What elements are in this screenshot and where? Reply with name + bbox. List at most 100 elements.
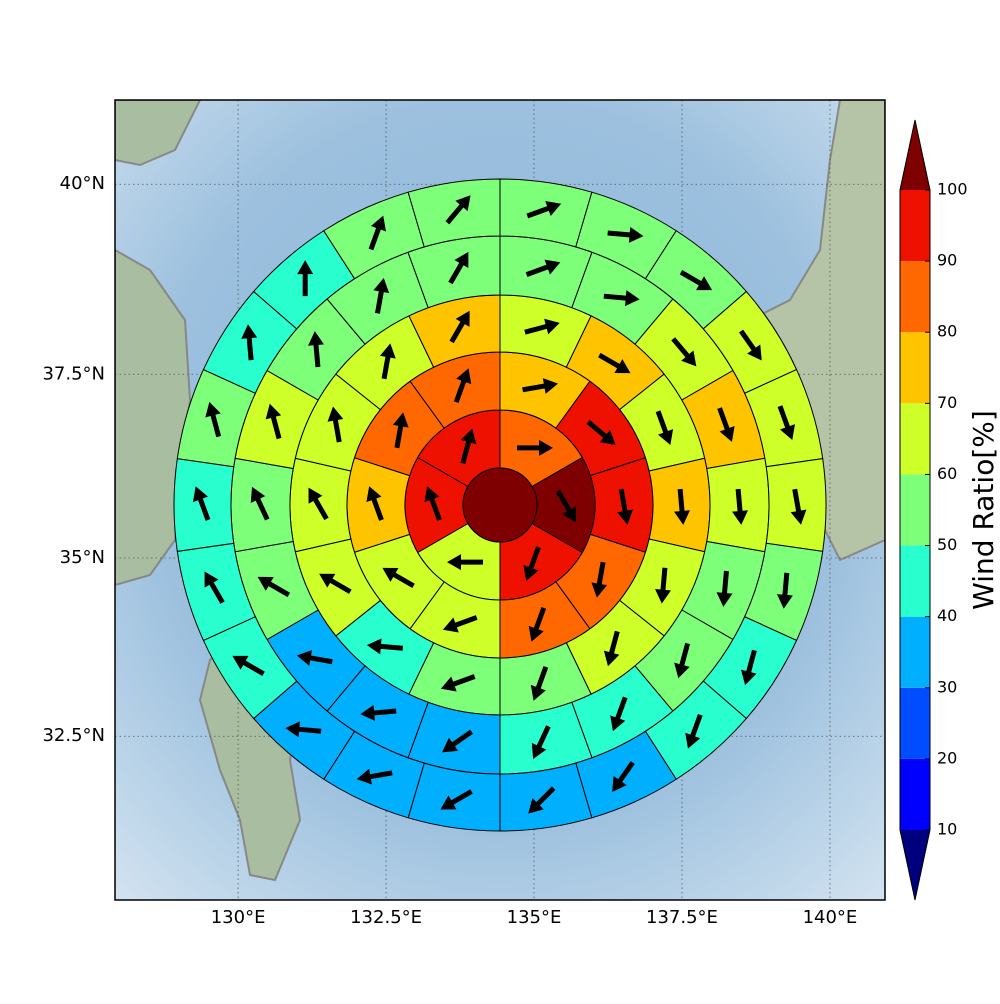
wind-arrow bbox=[531, 725, 551, 759]
wind-arrow bbox=[366, 486, 384, 521]
wind-arrow bbox=[655, 567, 671, 604]
arrows bbox=[192, 195, 807, 814]
wind-arrow bbox=[524, 318, 560, 335]
y-tick-label: 32.5°N bbox=[42, 725, 105, 746]
wind-arrow bbox=[232, 655, 265, 677]
colorbar-band bbox=[900, 403, 930, 475]
sector-plot bbox=[173, 178, 827, 832]
wind-arrow bbox=[356, 768, 393, 785]
wind-arrow bbox=[308, 487, 329, 521]
wind-arrow bbox=[523, 546, 541, 581]
colorbar-tick-label: 100 bbox=[937, 180, 968, 199]
y-tick-label: 37.5°N bbox=[42, 363, 105, 384]
colorbar-tick-label: 80 bbox=[937, 322, 957, 341]
wind-arrow bbox=[586, 419, 616, 445]
wind-arrow bbox=[685, 713, 703, 749]
wind-arrow bbox=[368, 215, 386, 251]
wind-arrow bbox=[598, 352, 631, 374]
wind-arrow bbox=[732, 488, 748, 525]
y-tick-label: 40°N bbox=[60, 173, 105, 194]
wind-arrow bbox=[241, 324, 258, 361]
wind-arrow bbox=[327, 406, 344, 443]
wind-arrow bbox=[366, 638, 403, 655]
wind-arrow bbox=[607, 226, 644, 243]
axes-frame bbox=[114, 99, 886, 901]
wind-arrow bbox=[555, 489, 576, 523]
colorbar-band bbox=[900, 545, 930, 617]
wind-arrow bbox=[679, 269, 713, 291]
colorbar-tick-label: 70 bbox=[937, 393, 957, 412]
wind-arrow bbox=[617, 488, 633, 525]
wind-arrow bbox=[612, 761, 635, 792]
colorbar-tick-label: 50 bbox=[937, 535, 957, 554]
wind-arrow bbox=[591, 561, 608, 598]
wind-arrow bbox=[204, 571, 225, 604]
wind-arrow bbox=[674, 642, 691, 679]
wind-arrow bbox=[440, 674, 476, 692]
wind-arrow bbox=[530, 666, 549, 701]
wind-arrow bbox=[460, 428, 477, 464]
wind-arrow bbox=[525, 259, 561, 277]
colorbar-tick-label: 10 bbox=[937, 820, 957, 839]
wind-arrow bbox=[265, 403, 282, 440]
wind-arrow bbox=[319, 573, 352, 594]
wind-arrow bbox=[528, 786, 556, 814]
wind-arrow bbox=[674, 488, 690, 525]
colorbar-band bbox=[900, 474, 930, 546]
wind-arrow bbox=[257, 576, 291, 598]
wind-arrow bbox=[603, 630, 620, 667]
colorbar-label: Wind Ratio[%] bbox=[967, 410, 1000, 610]
wind-arrow bbox=[790, 488, 807, 525]
wind-arrow bbox=[308, 331, 324, 368]
x-tick-label: 140°E bbox=[803, 907, 858, 928]
colorbar-band bbox=[900, 332, 930, 404]
colorbar-tick-label: 40 bbox=[937, 606, 957, 625]
wind-arrow bbox=[740, 649, 757, 686]
wind-arrow bbox=[380, 343, 396, 380]
wind-arrow bbox=[448, 251, 469, 285]
wind-arrow bbox=[522, 378, 559, 394]
wind-arrow bbox=[250, 486, 270, 521]
wind-arrow bbox=[360, 704, 397, 721]
wind-arrow bbox=[603, 290, 640, 307]
land bbox=[115, 100, 202, 167]
y-tick-label: 35°N bbox=[60, 547, 105, 568]
x-tick-label: 137.5°E bbox=[646, 907, 718, 928]
wind-arrow bbox=[453, 368, 472, 403]
colorbar-band bbox=[900, 190, 930, 262]
wind-arrow bbox=[776, 572, 793, 609]
wind-arrow bbox=[424, 486, 442, 521]
center-sector bbox=[462, 467, 538, 543]
wind-arrow bbox=[442, 729, 473, 753]
sector bbox=[499, 178, 593, 248]
colorbar-band bbox=[900, 261, 930, 333]
wind-arrow bbox=[517, 439, 553, 456]
wind-arrow bbox=[382, 567, 415, 589]
wind-arrow bbox=[440, 789, 473, 810]
colorbar-tick-label: 60 bbox=[937, 464, 957, 483]
wind-arrow bbox=[717, 407, 735, 442]
wind-arrow bbox=[671, 337, 697, 367]
wind-arrow bbox=[296, 650, 333, 666]
wind-arrow bbox=[739, 329, 762, 361]
wind-arrow bbox=[526, 200, 562, 219]
wind-arrow bbox=[445, 195, 471, 225]
colorbar-tick-label: 90 bbox=[937, 251, 957, 270]
ticks: 130°E 132.5°E 135°E 137.5°E 140°E 32.5°N 35°N 3… bbox=[42, 173, 857, 928]
wind-arrow bbox=[297, 260, 314, 297]
wind-arrow bbox=[205, 401, 222, 438]
x-tick-label: 135°E bbox=[507, 907, 562, 928]
colorbar-over bbox=[900, 120, 930, 190]
x-tick-label: 130°E bbox=[211, 907, 266, 928]
wind-arrow bbox=[285, 721, 322, 738]
wind-arrow bbox=[442, 615, 478, 633]
colorbar-tick-label: 20 bbox=[937, 748, 957, 767]
wind-arrow bbox=[447, 554, 483, 571]
wind-arrow bbox=[392, 412, 409, 449]
colorbar: 10 20 30 40 50 60 70 80 90 100 bbox=[899, 119, 968, 901]
colorbar-tick-label: 30 bbox=[937, 677, 957, 696]
wind-arrow bbox=[655, 410, 674, 446]
wind-arrow bbox=[777, 405, 796, 440]
wind-arrow bbox=[449, 310, 470, 344]
